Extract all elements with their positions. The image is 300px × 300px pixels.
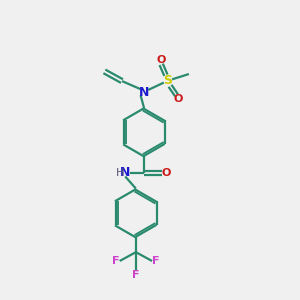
Text: O: O [162, 168, 171, 178]
Text: F: F [112, 256, 119, 266]
Text: S: S [163, 74, 172, 87]
Text: N: N [139, 86, 149, 99]
Text: N: N [120, 166, 130, 179]
Text: H: H [116, 168, 124, 178]
Text: O: O [157, 55, 166, 65]
Text: O: O [173, 94, 183, 104]
Text: F: F [132, 270, 140, 280]
Text: F: F [152, 256, 160, 266]
